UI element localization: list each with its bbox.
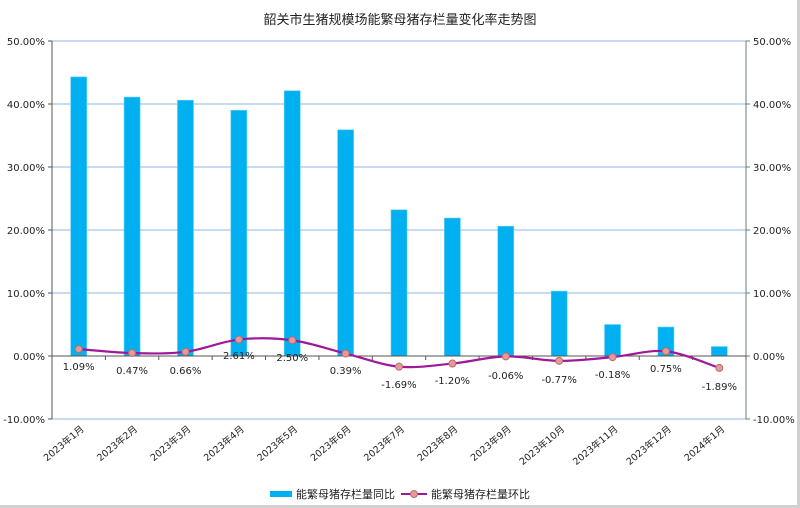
- right-tick-label: 10.00%: [753, 289, 791, 300]
- line-marker: [74, 345, 83, 354]
- bar-yoy: [444, 217, 461, 357]
- bar-yoy: [497, 225, 515, 357]
- data-label-mom: 2.50%: [276, 353, 308, 364]
- left-tick-label: -10.00%: [3, 415, 45, 426]
- line-marker: [234, 335, 243, 344]
- x-category-label: 2023年9月: [468, 423, 513, 464]
- data-label-mom: -1.20%: [435, 376, 470, 387]
- bar-yoy: [337, 129, 354, 357]
- bar-yoy: [70, 76, 87, 357]
- line-marker: [128, 349, 137, 358]
- x-category-label: 2023年6月: [308, 423, 353, 464]
- data-label-mom: -1.89%: [702, 382, 737, 393]
- chart-title: 韶关市生猪规模场能繁母猪存栏量变化率走势图: [263, 13, 537, 28]
- line-marker: [341, 349, 350, 358]
- data-label-mom: 0.66%: [170, 366, 202, 377]
- left-tick-label: 40.00%: [7, 100, 45, 111]
- line-marker: [661, 347, 670, 356]
- line-marker: [555, 356, 564, 365]
- bar-yoy: [123, 96, 141, 357]
- left-tick-label: 10.00%: [7, 289, 45, 300]
- x-category-label: 2023年3月: [148, 423, 193, 464]
- x-category-label: 2023年4月: [201, 423, 246, 464]
- x-category-label: 2023年2月: [95, 423, 140, 464]
- data-label-mom: 0.75%: [650, 364, 682, 375]
- left-tick-label: 30.00%: [7, 163, 45, 174]
- x-category-label: 2023年11月: [570, 423, 620, 468]
- data-label-mom: -0.77%: [541, 375, 576, 386]
- bar-yoy: [711, 346, 728, 357]
- right-tick-label: 0.00%: [753, 352, 785, 363]
- bar-yoy: [604, 324, 621, 357]
- data-label-mom: 1.09%: [63, 362, 95, 373]
- left-tick-label: 20.00%: [7, 226, 45, 237]
- line-marker: [395, 362, 403, 371]
- bar-yoy: [230, 110, 248, 357]
- data-label-mom: -1.69%: [381, 380, 416, 391]
- x-category-label: 2024年1月: [682, 423, 727, 464]
- bar-yoy: [390, 209, 408, 357]
- x-category-label: 2023年10月: [517, 423, 567, 468]
- right-tick-label: 40.00%: [753, 100, 791, 111]
- line-marker: [501, 352, 510, 361]
- line-marker-swatch-icon: [401, 489, 427, 499]
- bar-yoy: [177, 99, 194, 357]
- right-tick-label: 20.00%: [753, 226, 791, 237]
- legend-item-yoy: 能繁母猪存栏量同比: [270, 486, 395, 502]
- left-tick-label: 50.00%: [7, 37, 45, 48]
- data-label-mom: -0.06%: [488, 371, 523, 382]
- line-marker: [608, 353, 617, 362]
- line-marker: [715, 363, 724, 372]
- data-label-mom: -0.18%: [595, 370, 630, 381]
- right-tick-label: -10.00%: [753, 415, 795, 426]
- right-tick-label: 30.00%: [753, 163, 791, 174]
- line-marker: [448, 359, 457, 368]
- x-category-label: 2023年7月: [361, 423, 406, 464]
- legend-item-mom: 能繁母猪存栏量环比: [401, 486, 530, 502]
- line-marker: [181, 347, 190, 356]
- x-category-label: 2023年5月: [255, 423, 300, 464]
- legend-label-yoy: 能繁母猪存栏量同比: [296, 488, 395, 501]
- right-tick-label: 50.00%: [753, 37, 791, 48]
- left-tick-label: 0.00%: [13, 352, 45, 363]
- bar-swatch-icon: [270, 491, 292, 497]
- x-category-label: 2023年8月: [415, 423, 460, 464]
- legend-label-mom: 能繁母猪存栏量环比: [431, 488, 530, 501]
- data-label-mom: 0.39%: [330, 366, 362, 377]
- bar-yoy: [550, 290, 568, 357]
- data-label-mom: 0.47%: [116, 366, 148, 377]
- chart-legend: 能繁母猪存栏量同比 能繁母猪存栏量环比: [0, 486, 800, 502]
- line-marker: [288, 336, 297, 345]
- bar-yoy: [283, 90, 301, 357]
- x-category-label: 2023年12月: [624, 423, 674, 468]
- x-category-label: 2023年1月: [41, 423, 86, 464]
- data-label-mom: 2.61%: [223, 351, 255, 362]
